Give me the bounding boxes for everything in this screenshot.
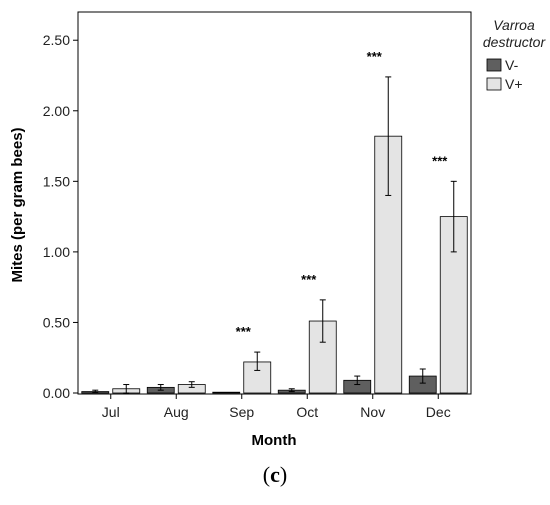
bar-v-minus xyxy=(212,391,241,394)
caption-close: ) xyxy=(279,462,288,487)
error-bars xyxy=(92,76,457,394)
significance-label: *** xyxy=(301,272,317,287)
legend-label-v-plus: V+ xyxy=(505,76,523,92)
plot-area xyxy=(77,11,472,395)
x-tick-label: Jul xyxy=(102,404,120,420)
legend-swatch-v-plus xyxy=(486,77,502,91)
x-tick-label: Dec xyxy=(426,404,451,420)
y-tick-label: 1.00 xyxy=(43,244,70,260)
significance-label: *** xyxy=(432,153,448,168)
y-tick-label: 1.50 xyxy=(43,173,70,189)
x-tick-label: Oct xyxy=(296,404,318,420)
caption-open: ( xyxy=(262,462,271,487)
x-tick-label: Aug xyxy=(164,404,189,420)
figure-caption: (c) xyxy=(0,462,550,488)
caption-letter: c xyxy=(270,462,280,487)
significance-label: *** xyxy=(367,49,383,64)
y-axis-title: Mites (per gram bees) xyxy=(9,127,26,282)
legend-title-line1: Varroa xyxy=(493,17,535,33)
y-axis-ticks: 0.00 0.50 1.00 1.50 2.00 2.50 xyxy=(43,32,78,401)
y-tick-label: 0.00 xyxy=(43,385,70,401)
x-tick-label: Nov xyxy=(360,404,385,420)
y-tick-label: 2.50 xyxy=(43,32,70,48)
y-tick-label: 0.50 xyxy=(43,314,70,330)
y-tick-label: 2.00 xyxy=(43,103,70,119)
significance-label: *** xyxy=(236,324,252,339)
x-axis-title: Month xyxy=(252,432,297,449)
x-axis-ticks: Jul Aug Sep Oct Nov Dec xyxy=(102,394,451,420)
bar-chart: 0.00 0.50 1.00 1.50 2.00 2.50 *** *** *** *** Ju… xyxy=(9,11,547,449)
significance-markers: *** *** *** *** xyxy=(236,49,449,339)
legend: Varroa destructor V- V+ xyxy=(483,17,547,92)
legend-title-line2: destructor xyxy=(483,34,547,50)
legend-label-v-minus: V- xyxy=(505,57,519,73)
x-tick-label: Sep xyxy=(229,404,254,420)
legend-swatch-v-minus xyxy=(486,58,502,72)
